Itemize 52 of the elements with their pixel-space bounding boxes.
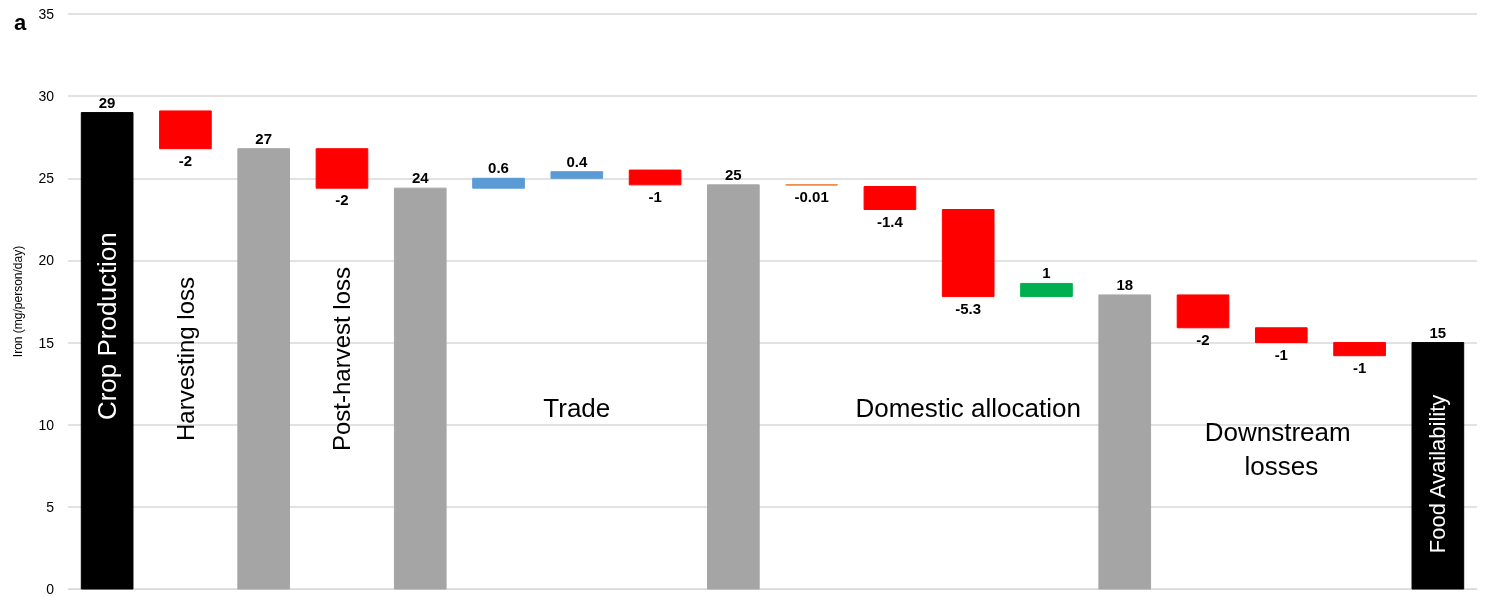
annotation: Domestic allocation bbox=[855, 393, 1081, 424]
bar bbox=[1176, 294, 1230, 329]
y-tick-label: 20 bbox=[38, 252, 55, 269]
bar bbox=[393, 187, 447, 590]
data-label: 1 bbox=[1042, 264, 1051, 282]
annotation: Crop Production bbox=[92, 232, 123, 421]
annotation: Post-harvest loss bbox=[328, 266, 356, 452]
data-label: -2 bbox=[335, 191, 349, 209]
bar bbox=[1411, 342, 1465, 590]
data-label: -2 bbox=[1196, 330, 1210, 348]
y-tick-label: 30 bbox=[38, 88, 55, 105]
y-tick-label: 10 bbox=[38, 416, 55, 433]
y-tick-label: 0 bbox=[46, 581, 55, 597]
bar bbox=[707, 184, 760, 590]
bar bbox=[159, 110, 212, 150]
annotation: Food Availability bbox=[1425, 394, 1451, 554]
data-label: 0.6 bbox=[488, 159, 509, 177]
data-label: 18 bbox=[1116, 275, 1134, 293]
data-label: 29 bbox=[98, 93, 116, 111]
data-label: -5.3 bbox=[955, 299, 982, 317]
y-axis-title: Iron (mg/person/day) bbox=[11, 245, 25, 358]
y-tick-label: 25 bbox=[38, 170, 55, 187]
text: a bbox=[14, 9, 27, 35]
annotation: Harvesting loss bbox=[171, 276, 199, 442]
data-label: -1 bbox=[1274, 345, 1288, 363]
bar bbox=[472, 177, 525, 189]
bar bbox=[1254, 327, 1308, 344]
bar bbox=[628, 169, 682, 186]
data-label: 25 bbox=[725, 165, 742, 183]
y-tick-label: 15 bbox=[38, 334, 55, 351]
y-tick-label: 35 bbox=[38, 6, 55, 22]
bar bbox=[80, 112, 134, 590]
bar bbox=[550, 171, 604, 179]
bar bbox=[315, 148, 369, 189]
bar bbox=[237, 148, 291, 590]
data-label: -2 bbox=[178, 151, 193, 169]
data-label: 27 bbox=[255, 129, 273, 147]
annotation: Downstream losses bbox=[1204, 417, 1358, 482]
y-tick-label: 5 bbox=[46, 498, 55, 515]
bar bbox=[1098, 294, 1152, 590]
data-label: -1.4 bbox=[876, 212, 904, 230]
bar bbox=[1333, 342, 1386, 357]
data-label: 0.4 bbox=[566, 152, 588, 170]
annotation: Trade bbox=[543, 393, 611, 424]
bar bbox=[1020, 282, 1073, 298]
data-label: 24 bbox=[411, 169, 430, 187]
bar bbox=[941, 209, 995, 298]
data-label: -1 bbox=[648, 187, 662, 205]
data-label: -1 bbox=[1352, 358, 1367, 376]
data-label: -0.01 bbox=[794, 188, 829, 206]
bar bbox=[863, 186, 917, 210]
data-label: 15 bbox=[1429, 323, 1447, 341]
